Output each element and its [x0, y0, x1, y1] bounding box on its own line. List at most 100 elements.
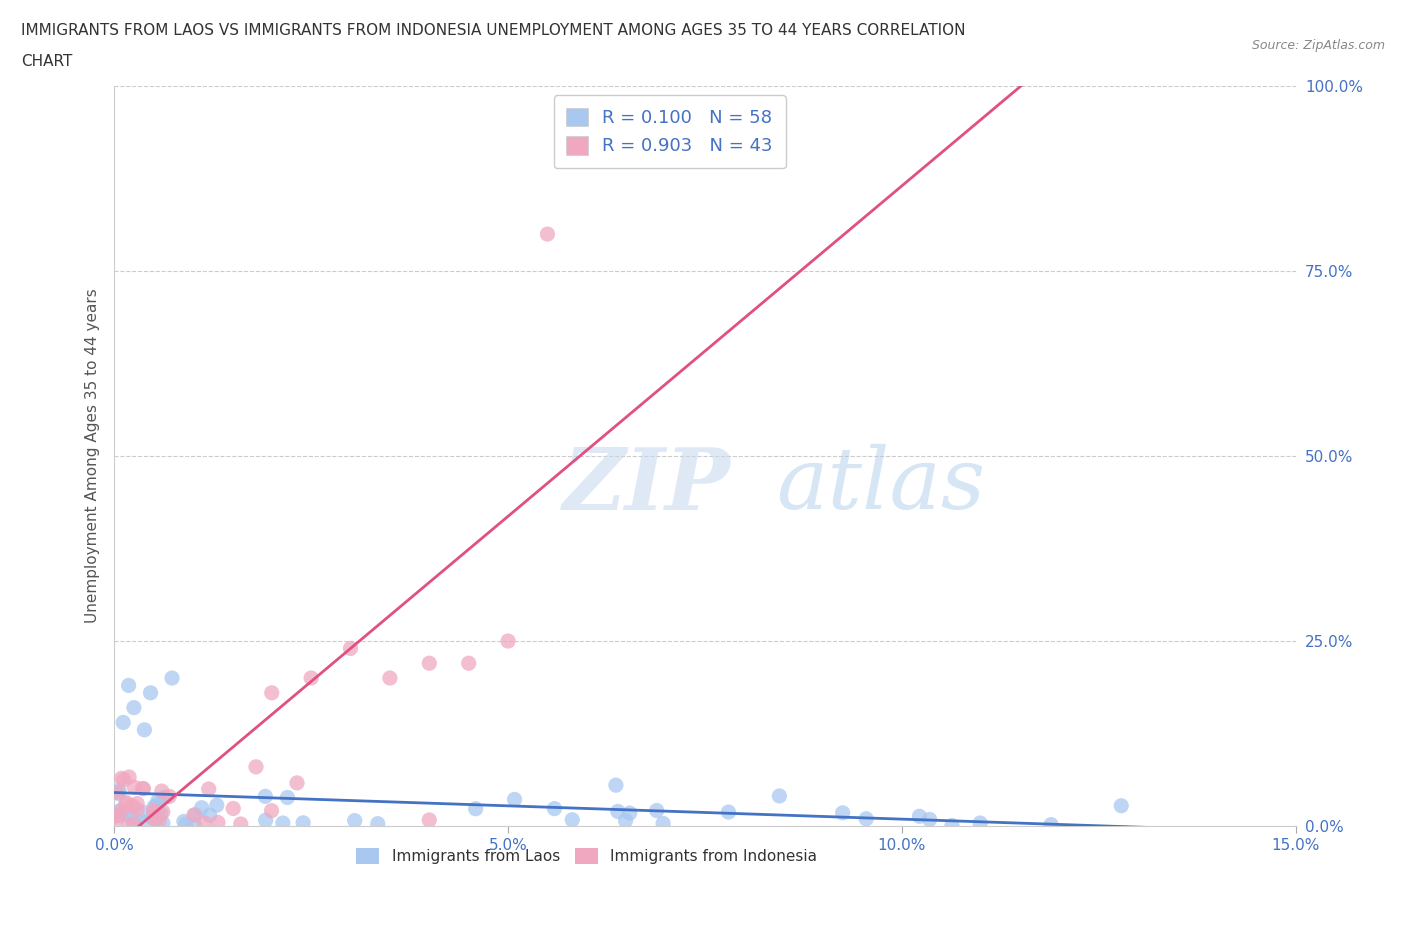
Point [150, 784, 173, 799]
Point [105, 811, 128, 826]
Point [190, 801, 212, 816]
Point [148, 813, 170, 828]
Point [127, 796, 149, 811]
Point [418, 813, 440, 828]
Point [131, 781, 153, 796]
Point [118, 769, 141, 784]
Text: CHART: CHART [21, 54, 73, 69]
Point [139, 685, 162, 700]
Point [122, 817, 145, 831]
Point [118, 808, 141, 823]
Point [134, 723, 156, 737]
Point [205, 798, 228, 813]
Point [457, 656, 479, 671]
Point [941, 818, 963, 833]
Point [254, 813, 277, 828]
Point [193, 816, 215, 830]
Point [108, 783, 131, 798]
Point [271, 816, 294, 830]
Y-axis label: Unemployment Among Ages 35 to 44 years: Unemployment Among Ages 35 to 44 years [86, 288, 100, 623]
Point [260, 804, 283, 818]
Point [496, 633, 519, 648]
Point [112, 773, 135, 788]
Point [132, 805, 155, 820]
Point [146, 804, 169, 819]
Point [132, 781, 155, 796]
Point [768, 789, 790, 804]
Point [918, 812, 941, 827]
Point [115, 795, 138, 810]
Point [160, 671, 183, 685]
Point [146, 793, 169, 808]
Point [117, 678, 139, 693]
Point [120, 809, 142, 824]
Point [292, 816, 315, 830]
Point [367, 817, 389, 831]
Point [157, 789, 180, 804]
Point [207, 815, 229, 830]
Point [605, 777, 627, 792]
Point [183, 807, 205, 822]
Point [108, 804, 131, 818]
Point [124, 779, 146, 794]
Point [105, 785, 128, 800]
Point [111, 803, 134, 817]
Point [245, 760, 267, 775]
Point [153, 790, 176, 804]
Point [645, 803, 668, 817]
Point [543, 801, 565, 816]
Point [561, 812, 583, 827]
Point [183, 817, 205, 832]
Point [104, 808, 127, 823]
Point [339, 641, 361, 656]
Point [173, 814, 195, 829]
Point [124, 817, 146, 831]
Point [132, 814, 155, 829]
Text: IMMIGRANTS FROM LAOS VS IMMIGRANTS FROM INDONESIA UNEMPLOYMENT AMONG AGES 35 TO : IMMIGRANTS FROM LAOS VS IMMIGRANTS FROM … [21, 23, 966, 38]
Point [1109, 798, 1132, 813]
Point [122, 700, 145, 715]
Point [174, 817, 197, 831]
Point [503, 792, 526, 807]
Point [125, 802, 148, 817]
Point [143, 812, 166, 827]
Point [614, 813, 637, 828]
Point [378, 671, 401, 685]
Point [107, 786, 129, 801]
Point [149, 806, 172, 821]
Point [142, 804, 165, 818]
Point [117, 817, 139, 832]
Point [145, 798, 167, 813]
Point [260, 685, 283, 700]
Point [152, 816, 174, 830]
Point [285, 776, 308, 790]
Point [142, 804, 165, 818]
Point [908, 809, 931, 824]
Point [114, 796, 136, 811]
Point [614, 100, 637, 115]
Point [152, 804, 174, 819]
Point [141, 810, 163, 825]
Point [652, 816, 675, 830]
Point [418, 656, 440, 671]
Point [121, 798, 143, 813]
Text: ZIP: ZIP [564, 444, 731, 527]
Point [222, 801, 245, 816]
Point [606, 804, 628, 818]
Point [184, 807, 207, 822]
Point [855, 811, 877, 826]
Point [536, 227, 558, 242]
Point [254, 789, 277, 804]
Point [229, 817, 252, 831]
Point [110, 771, 132, 786]
Point [343, 813, 366, 828]
Point [464, 802, 486, 817]
Point [619, 805, 641, 820]
Text: atlas: atlas [776, 445, 986, 527]
Text: Source: ZipAtlas.com: Source: ZipAtlas.com [1251, 39, 1385, 52]
Point [143, 812, 166, 827]
Point [1040, 817, 1063, 832]
Point [717, 804, 740, 819]
Point [107, 808, 129, 823]
Point [198, 807, 221, 822]
